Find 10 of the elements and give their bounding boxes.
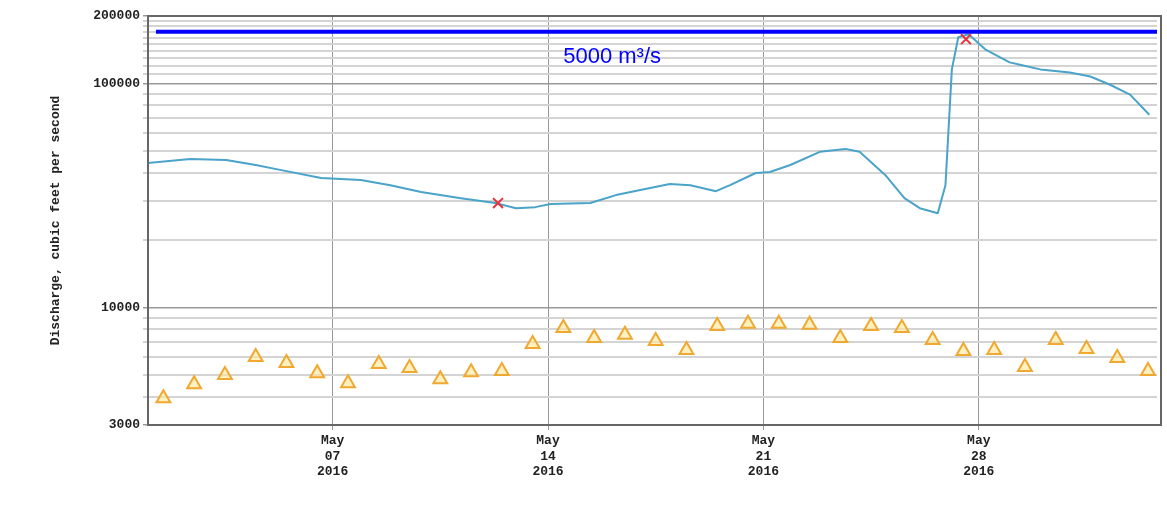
y-tick-label: 10000 bbox=[100, 300, 141, 316]
ref-line-label: 5000 m³/s bbox=[563, 42, 662, 68]
x-tick-label: May 07 2016 bbox=[317, 433, 349, 480]
y-tick-label: 3000 bbox=[108, 417, 141, 433]
y-axis-title: Discharge, cubic feet per second bbox=[48, 95, 64, 346]
x-tick-label: May 28 2016 bbox=[963, 433, 995, 480]
y-tick-label: 100000 bbox=[93, 75, 141, 91]
x-tick-label: May 14 2016 bbox=[532, 433, 564, 480]
y-tick-label: 200000 bbox=[93, 8, 141, 24]
x-tick-label: May 21 2016 bbox=[747, 433, 780, 480]
